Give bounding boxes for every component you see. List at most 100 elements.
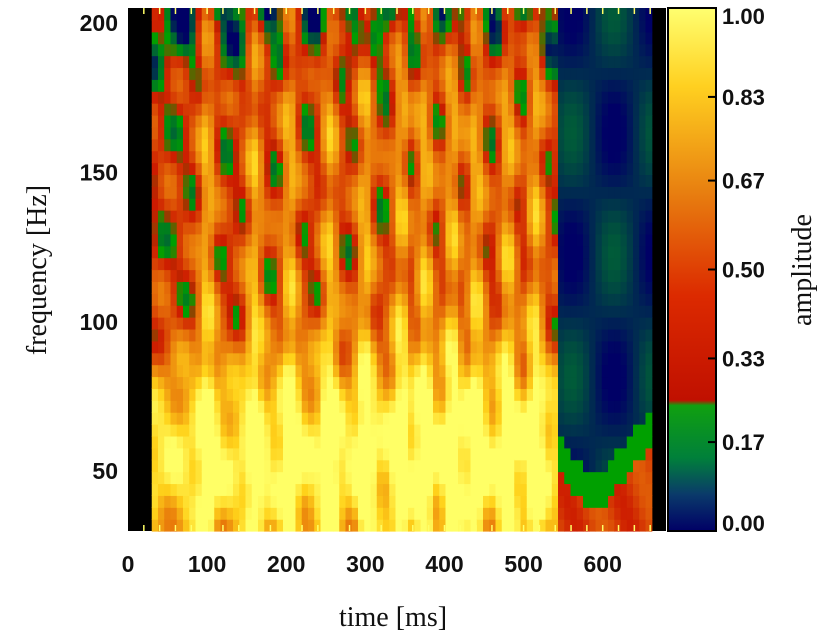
heatmap-cell bbox=[495, 495, 503, 508]
heatmap-cell bbox=[483, 162, 490, 176]
heatmap-cell bbox=[426, 162, 434, 176]
heatmap-cell bbox=[326, 150, 334, 164]
heatmap-cell bbox=[226, 79, 234, 92]
heatmap-cell bbox=[195, 340, 203, 354]
heatmap-cell bbox=[376, 412, 384, 425]
heatmap-cell bbox=[157, 388, 165, 401]
heatmap-cell bbox=[314, 400, 322, 413]
heatmap-cell bbox=[470, 55, 478, 69]
heatmap-cell bbox=[214, 91, 222, 104]
heatmap-cell bbox=[564, 221, 572, 235]
heatmap-cell bbox=[458, 186, 465, 199]
heatmap-cell bbox=[189, 91, 197, 104]
heatmap-cell bbox=[282, 257, 290, 271]
heatmap-cell bbox=[270, 269, 278, 282]
heatmap-cell bbox=[633, 162, 640, 176]
heatmap-cell bbox=[370, 19, 378, 33]
heatmap-cell bbox=[201, 19, 209, 33]
heatmap-cell bbox=[401, 519, 409, 532]
heatmap-cell bbox=[383, 495, 390, 508]
heatmap-cell bbox=[264, 174, 272, 187]
heatmap-cell bbox=[458, 79, 465, 92]
heatmap-cell bbox=[551, 67, 559, 80]
heatmap-cell bbox=[295, 162, 303, 176]
heatmap-cell bbox=[182, 281, 190, 294]
heatmap-cell bbox=[501, 79, 509, 92]
heatmap-cell bbox=[332, 67, 340, 80]
heatmap-cell bbox=[526, 293, 534, 306]
heatmap-cell bbox=[551, 507, 559, 520]
heatmap-cell bbox=[383, 19, 390, 33]
heatmap-cell bbox=[351, 221, 359, 235]
heatmap-cell bbox=[595, 305, 603, 318]
heatmap-cell bbox=[370, 245, 378, 259]
heatmap-cell bbox=[301, 317, 309, 330]
heatmap-cell bbox=[620, 317, 628, 330]
heatmap-cell bbox=[232, 340, 240, 354]
heatmap-cell bbox=[257, 210, 265, 223]
heatmap-cell bbox=[608, 495, 615, 508]
heatmap-cell bbox=[257, 447, 265, 461]
heatmap-cell bbox=[470, 376, 478, 389]
heatmap-cell bbox=[633, 519, 640, 532]
heatmap-cell bbox=[458, 126, 465, 140]
heatmap-cell bbox=[508, 210, 515, 223]
heatmap-cell bbox=[483, 281, 490, 294]
heatmap-cell bbox=[370, 79, 378, 92]
heatmap-cell bbox=[201, 233, 209, 247]
heatmap-cell bbox=[401, 221, 409, 235]
heatmap-cell bbox=[270, 376, 278, 389]
heatmap-cell bbox=[358, 495, 365, 508]
heatmap-cell bbox=[320, 210, 328, 223]
heatmap-cell bbox=[433, 400, 440, 413]
heatmap-cell bbox=[358, 150, 365, 164]
heatmap-cell bbox=[439, 519, 447, 532]
heatmap-cell bbox=[551, 435, 559, 449]
heatmap-cell bbox=[408, 79, 415, 92]
heatmap-cell bbox=[182, 233, 190, 247]
heatmap-cell bbox=[195, 447, 203, 461]
heatmap-cell bbox=[570, 221, 578, 235]
heatmap-cell bbox=[195, 31, 203, 45]
heatmap-cell bbox=[420, 55, 428, 69]
heatmap-cell bbox=[358, 31, 365, 45]
heatmap-cell bbox=[464, 388, 472, 401]
heatmap-cell bbox=[389, 305, 397, 318]
heatmap-cell bbox=[195, 257, 203, 271]
heatmap-cell bbox=[370, 328, 378, 342]
heatmap-cell bbox=[164, 412, 172, 425]
heatmap-cell bbox=[420, 221, 428, 235]
heatmap-cell bbox=[489, 305, 497, 318]
heatmap-cell bbox=[470, 210, 478, 223]
heatmap-cell bbox=[451, 328, 459, 342]
heatmap-cell bbox=[157, 79, 165, 92]
heatmap-cell bbox=[176, 388, 184, 401]
heatmap-cell bbox=[270, 293, 278, 306]
heatmap-cell bbox=[264, 245, 272, 259]
heatmap-cell bbox=[464, 483, 472, 496]
heatmap-cell bbox=[408, 19, 415, 33]
heatmap-cell bbox=[358, 352, 365, 366]
heatmap-cell bbox=[157, 221, 165, 235]
heatmap-cell bbox=[633, 281, 640, 294]
heatmap-cell bbox=[626, 317, 634, 330]
heatmap-cell bbox=[401, 447, 409, 461]
heatmap-cell bbox=[195, 376, 203, 389]
heatmap-cell bbox=[332, 293, 340, 306]
heatmap-cell bbox=[351, 507, 359, 520]
heatmap-cell bbox=[601, 210, 609, 223]
heatmap-cell bbox=[251, 340, 259, 354]
heatmap-cell bbox=[151, 150, 159, 164]
heatmap-cell bbox=[439, 245, 447, 259]
heatmap-cell bbox=[320, 424, 328, 437]
heatmap-cell bbox=[157, 43, 165, 57]
heatmap-cell bbox=[495, 388, 503, 401]
heatmap-cell bbox=[157, 31, 165, 45]
heatmap-cell bbox=[364, 352, 372, 366]
heatmap-cell bbox=[558, 281, 565, 294]
heatmap-cell bbox=[476, 174, 484, 187]
heatmap-cell bbox=[232, 447, 240, 461]
heatmap-cell bbox=[189, 8, 197, 21]
heatmap-cell bbox=[445, 174, 453, 187]
heatmap-cell bbox=[426, 174, 434, 187]
